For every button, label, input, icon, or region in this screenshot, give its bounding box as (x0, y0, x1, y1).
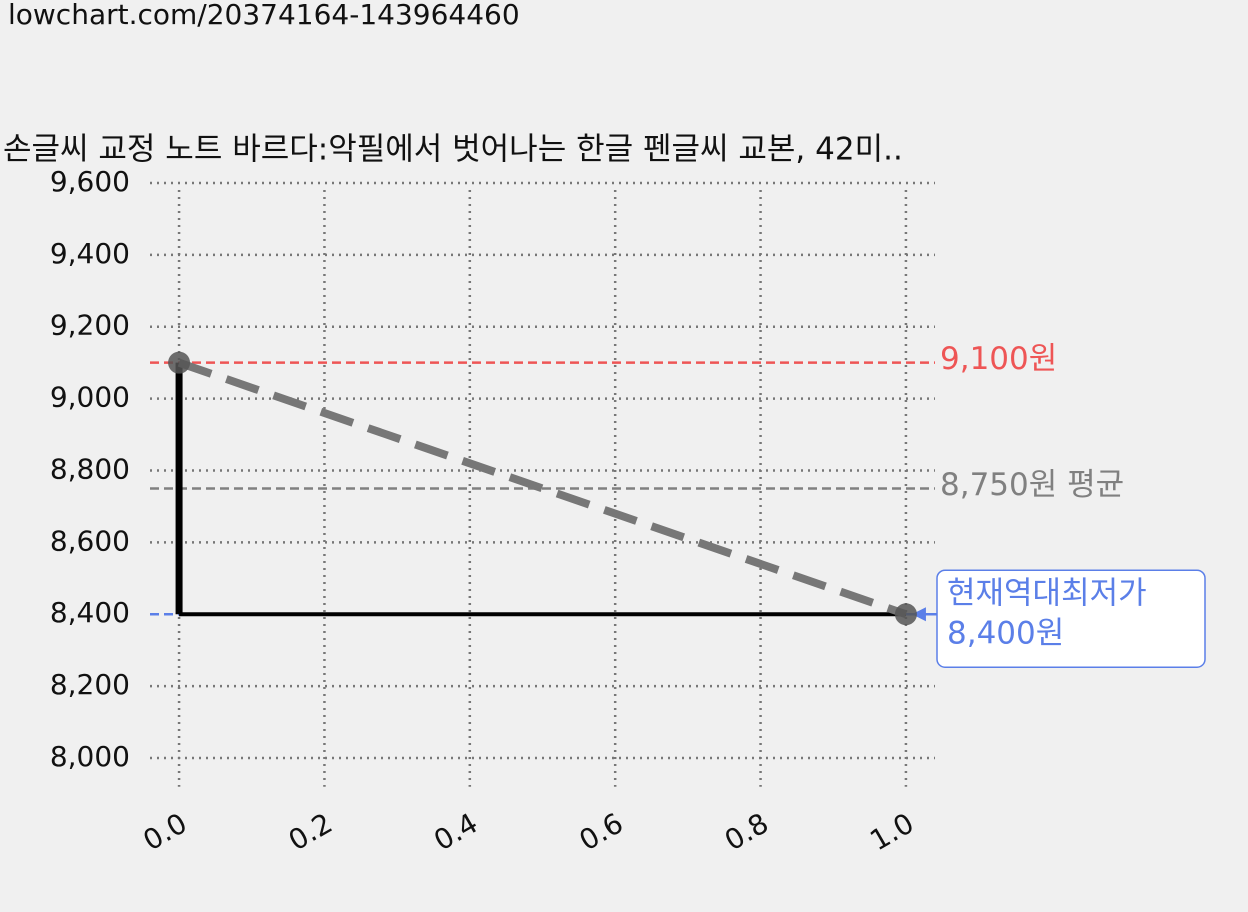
annotation-label: 8,400원 (947, 616, 1064, 652)
y-tick-label: 8,800 (50, 452, 130, 485)
reference-label: 8,750원 평균 (940, 467, 1124, 503)
y-tick-label: 8,000 (50, 740, 130, 773)
annotation-arrowhead (911, 607, 926, 622)
y-tick-label: 8,200 (50, 668, 130, 701)
point (894, 603, 917, 626)
y-tick-label: 8,600 (50, 524, 130, 557)
price-line (177, 358, 908, 619)
chart-title: 손글씨 교정 노트 바르다:악필에서 벗어나는 한글 펜글씨 교본, 42미.. (3, 132, 903, 168)
reference-label: 9,100원 (940, 341, 1057, 377)
y-tick-label: 9,000 (50, 381, 130, 414)
y-tick-label: 9,400 (50, 237, 130, 270)
url: lowchart.com/20374164-143964460 (8, 0, 520, 31)
y-tick-label: 9,600 (50, 165, 130, 198)
y-tick-label: 9,200 (50, 309, 130, 342)
point (168, 351, 191, 374)
annotation-label: 현재역대최저가 (947, 576, 1147, 612)
annotation-box (936, 569, 1206, 668)
y-tick-label: 8,400 (50, 596, 130, 629)
